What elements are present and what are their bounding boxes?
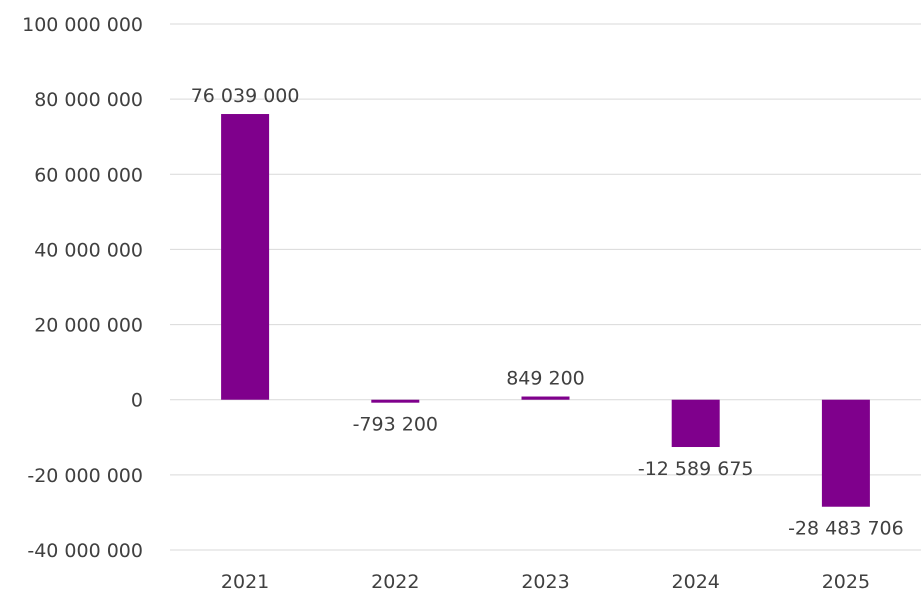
y-axis-tick-labels: 100 000 000 80 000 000 60 000 000 40 000 00… [22,14,143,562]
x-tick-label: 2021 [221,571,269,593]
bar-2022 [371,399,420,403]
y-tick-label: 60 000 000 [34,164,143,186]
x-tick-label: 2024 [672,571,720,593]
y-tick-label: 20 000 000 [34,315,143,337]
bar-2023 [521,396,570,400]
y-tick-label: -20 000 000 [27,465,143,487]
data-label: 849 200 [506,368,585,390]
y-tick-label: -40 000 000 [27,540,143,562]
data-label: 76 039 000 [191,85,300,107]
bar-2024 [671,399,720,448]
bar-2021 [221,114,270,400]
x-tick-label: 2025 [822,571,870,593]
bar-2025 [821,399,870,507]
y-tick-label: 40 000 000 [34,239,143,261]
x-tick-label: 2022 [371,571,419,593]
y-tick-label: 100 000 000 [22,14,143,36]
data-label: -28 483 706 [788,518,904,540]
x-axis-tick-labels: 2021 2022 2023 2024 2025 [221,571,870,593]
y-tick-label: 0 [131,390,143,412]
bars [221,114,870,507]
y-tick-label: 80 000 000 [34,89,143,111]
x-tick-label: 2023 [521,571,569,593]
data-label: -793 200 [353,414,438,436]
data-labels: 76 039 000 -793 200 849 200 -12 589 675 -28 … [191,85,904,540]
data-label: -12 589 675 [638,458,754,480]
gridlines [170,23,921,551]
